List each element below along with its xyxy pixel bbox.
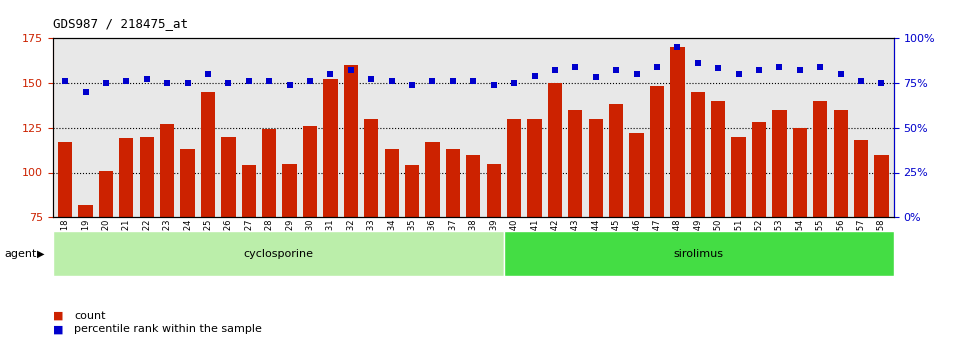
Point [506,80,522,86]
Point [363,77,379,82]
Bar [875,155,889,217]
Point [690,60,705,66]
Bar [568,110,582,217]
Point [180,80,195,86]
Bar [588,119,603,217]
Point [221,80,236,86]
Bar [773,110,787,217]
Point [323,71,338,77]
Bar [181,149,195,217]
Point [772,64,787,69]
Point [628,71,644,77]
Point [710,66,726,71]
Text: agent: agent [5,249,37,258]
Point [588,75,604,80]
Bar [283,164,297,217]
Point [792,68,807,73]
Text: sirolimus: sirolimus [674,249,724,258]
Bar [262,129,277,217]
Bar [384,149,399,217]
Text: percentile rank within the sample: percentile rank within the sample [74,325,261,334]
Bar [446,149,460,217]
Point [78,89,93,95]
Point [303,78,318,84]
Bar [670,47,684,217]
Bar [528,119,542,217]
Point [752,68,767,73]
Point [58,78,73,84]
Point [405,82,420,87]
Point [731,71,747,77]
Bar [303,126,317,217]
Point [98,80,113,86]
Bar [405,165,419,217]
Text: ■: ■ [53,325,63,334]
Point [547,68,562,73]
Point [874,80,889,86]
Text: cyclosporine: cyclosporine [243,249,313,258]
Bar [731,137,746,217]
Bar [650,86,664,217]
Text: GDS987 / 218475_at: GDS987 / 218475_at [53,17,187,30]
Point [282,82,297,87]
Bar [711,101,726,217]
Bar [629,133,644,217]
Bar [119,138,134,217]
Point [650,64,665,69]
Bar [854,140,868,217]
Point [527,73,542,78]
Bar [507,119,521,217]
Point [608,68,624,73]
Bar [466,155,480,217]
Bar [160,124,174,217]
Point [853,78,869,84]
Point [384,78,400,84]
Point [160,80,175,86]
Text: ▶: ▶ [37,249,44,258]
Text: count: count [74,311,106,321]
Bar [813,101,827,217]
Bar [241,165,256,217]
Bar [344,65,358,217]
Bar [691,92,705,217]
Point [445,78,460,84]
Bar [793,128,807,217]
Bar [426,142,439,217]
Point [568,64,583,69]
Bar [609,104,624,217]
Point [466,78,481,84]
Bar [221,137,235,217]
Bar [99,171,113,217]
Bar [486,164,501,217]
Text: ■: ■ [53,311,63,321]
Bar [53,231,505,276]
Bar [548,83,562,217]
Point [241,78,257,84]
Point [670,44,685,50]
Point [139,77,155,82]
Point [118,78,134,84]
Bar [752,122,766,217]
Point [813,64,828,69]
Point [200,71,215,77]
Bar [505,231,894,276]
Point [833,71,849,77]
Bar [79,205,92,217]
Bar [364,119,379,217]
Bar [201,92,215,217]
Point [425,78,440,84]
Bar [58,142,72,217]
Bar [139,137,154,217]
Bar [833,110,848,217]
Point [486,82,502,87]
Point [261,78,277,84]
Bar [323,79,337,217]
Point [343,68,358,73]
